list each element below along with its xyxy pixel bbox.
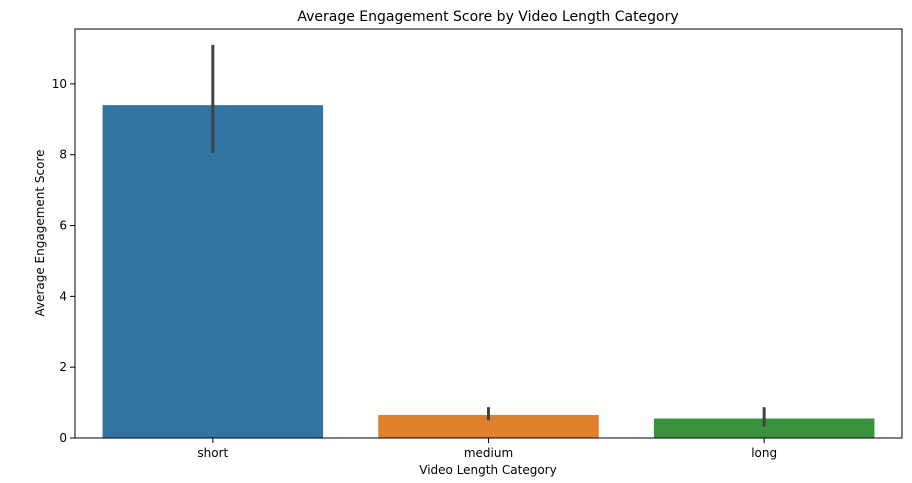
plot-frame bbox=[74, 28, 903, 439]
x-tick-label: medium bbox=[464, 446, 513, 460]
y-tick-label: 0 bbox=[59, 431, 67, 445]
x-tick-label: long bbox=[751, 446, 777, 460]
y-tick-label: 8 bbox=[59, 148, 67, 162]
chart-title: Average Engagement Score by Video Length… bbox=[297, 9, 678, 25]
bar-medium bbox=[378, 414, 599, 438]
bar-long bbox=[653, 418, 875, 438]
y-tick-label: 6 bbox=[59, 219, 67, 233]
bar-short bbox=[102, 105, 324, 438]
y-axis-label: Average Engagement Score bbox=[33, 149, 47, 316]
x-axis-label: Video Length Category bbox=[419, 463, 556, 477]
y-tick-label: 10 bbox=[52, 77, 67, 91]
y-tick-label: 4 bbox=[59, 289, 67, 303]
y-tick-label: 2 bbox=[59, 360, 67, 374]
x-tick-label: short bbox=[197, 446, 228, 460]
plot-area: short medium long 0 2 4 6 8 10 bbox=[52, 28, 903, 460]
